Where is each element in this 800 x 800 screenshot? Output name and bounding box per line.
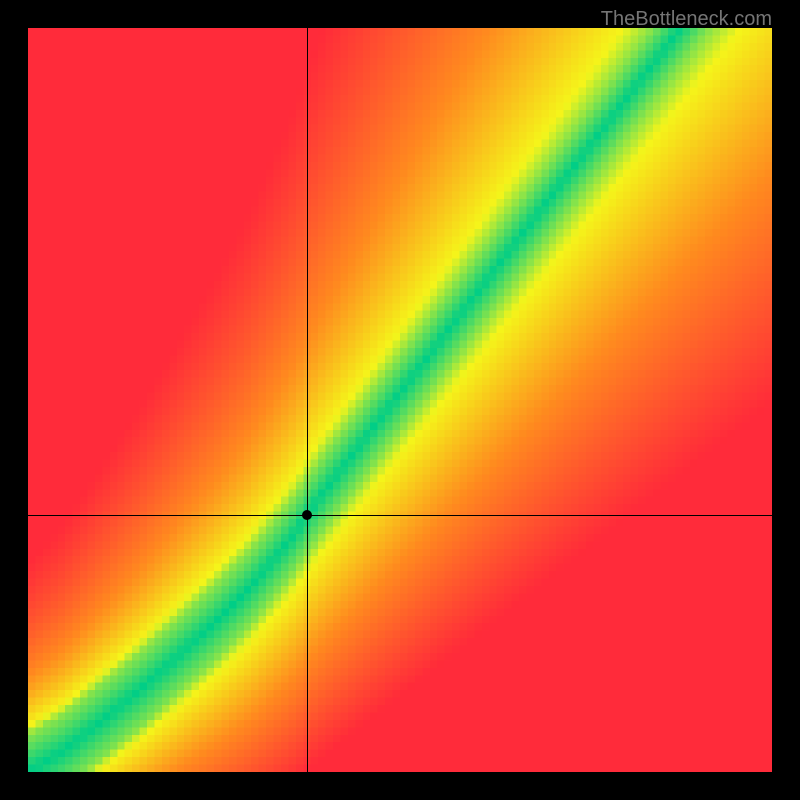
heatmap-canvas: [28, 28, 772, 772]
heatmap-plot: [28, 28, 772, 772]
marker-dot: [302, 510, 312, 520]
crosshair-horizontal: [28, 515, 772, 516]
crosshair-vertical: [307, 28, 308, 772]
credit-label: TheBottleneck.com: [601, 8, 772, 31]
